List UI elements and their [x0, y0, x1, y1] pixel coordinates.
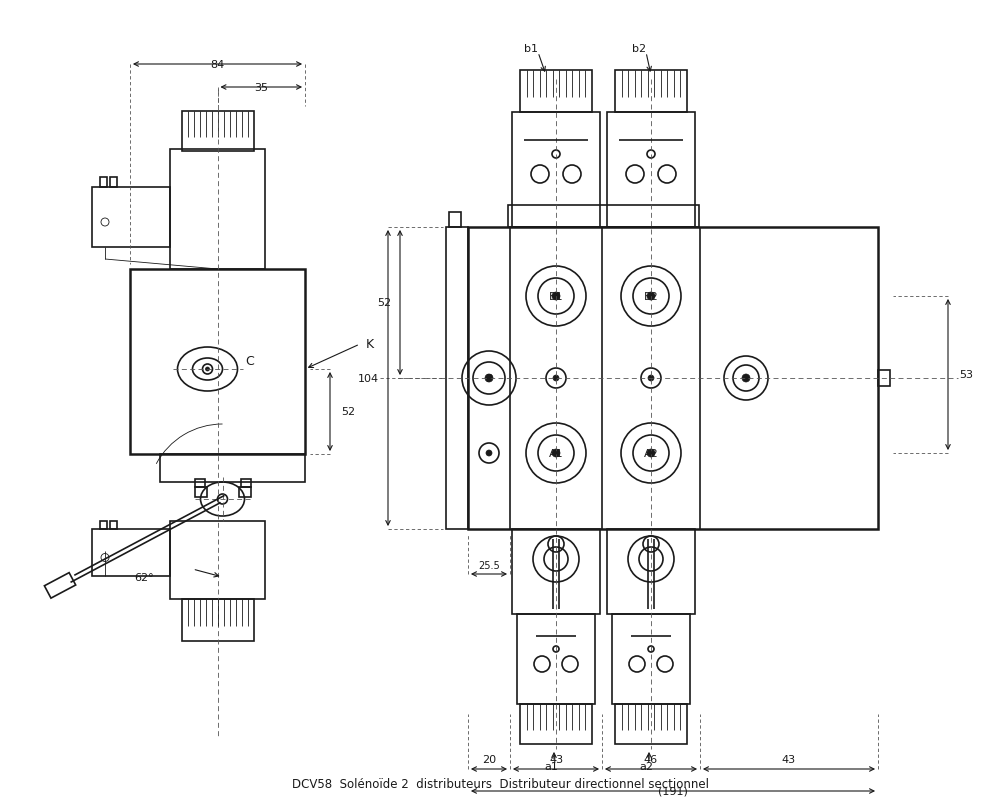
Bar — [100, 521, 107, 529]
Bar — [512, 113, 600, 228]
Text: (191): (191) — [658, 786, 688, 796]
Polygon shape — [44, 573, 76, 598]
Circle shape — [647, 293, 655, 301]
Text: 84: 84 — [210, 60, 225, 70]
Bar — [130, 269, 305, 455]
Circle shape — [486, 451, 492, 456]
Bar — [182, 599, 254, 642]
Text: A2: A2 — [644, 448, 658, 459]
Text: a2: a2 — [639, 761, 653, 771]
Text: 52: 52 — [377, 298, 391, 308]
Bar — [110, 178, 117, 188]
Bar — [100, 178, 107, 188]
Bar — [878, 371, 890, 387]
Text: DCV58  Solénoïde 2  distributeurs  Distributeur directionnel sectionnel: DCV58 Solénoïde 2 distributeurs Distribu… — [292, 777, 708, 791]
Text: 43: 43 — [782, 754, 796, 764]
Text: 53: 53 — [959, 370, 973, 380]
Circle shape — [648, 375, 654, 382]
Bar — [607, 113, 695, 228]
Text: 62°: 62° — [135, 573, 154, 582]
Bar — [195, 488, 207, 497]
Bar — [517, 614, 595, 704]
Text: 104: 104 — [357, 374, 379, 383]
Text: 35: 35 — [254, 83, 268, 93]
Circle shape — [553, 375, 559, 382]
Bar — [92, 188, 170, 248]
Text: 52: 52 — [341, 407, 355, 417]
Bar — [160, 455, 305, 482]
Text: b2: b2 — [632, 44, 646, 54]
Text: B1: B1 — [549, 292, 563, 302]
Text: B2: B2 — [644, 292, 658, 302]
Bar — [520, 704, 592, 744]
Text: 25.5: 25.5 — [478, 561, 500, 570]
Circle shape — [206, 367, 210, 371]
Bar — [195, 480, 205, 488]
Text: A1: A1 — [549, 448, 563, 459]
Text: 43: 43 — [549, 754, 563, 764]
Bar — [607, 529, 695, 614]
Bar — [170, 150, 265, 269]
Bar — [615, 704, 687, 744]
Text: K: K — [366, 338, 374, 351]
Bar — [241, 480, 251, 488]
Circle shape — [485, 375, 493, 383]
Circle shape — [742, 375, 750, 383]
Bar — [446, 228, 468, 529]
Bar — [512, 529, 600, 614]
Bar — [508, 206, 699, 228]
Text: a1: a1 — [544, 761, 558, 771]
Bar — [92, 529, 170, 577]
Text: 46: 46 — [644, 754, 658, 764]
Text: 20: 20 — [482, 754, 496, 764]
Text: C: C — [245, 355, 254, 368]
Bar — [239, 488, 251, 497]
Bar — [170, 521, 265, 599]
Bar — [449, 213, 461, 228]
Bar — [468, 228, 878, 529]
Text: b1: b1 — [524, 44, 538, 54]
Text: P: P — [486, 374, 492, 383]
Bar — [182, 111, 254, 152]
Bar — [520, 71, 592, 113]
Bar — [612, 614, 690, 704]
Bar — [110, 521, 117, 529]
Bar — [615, 71, 687, 113]
Circle shape — [552, 449, 560, 457]
Circle shape — [552, 293, 560, 301]
Circle shape — [647, 449, 655, 457]
